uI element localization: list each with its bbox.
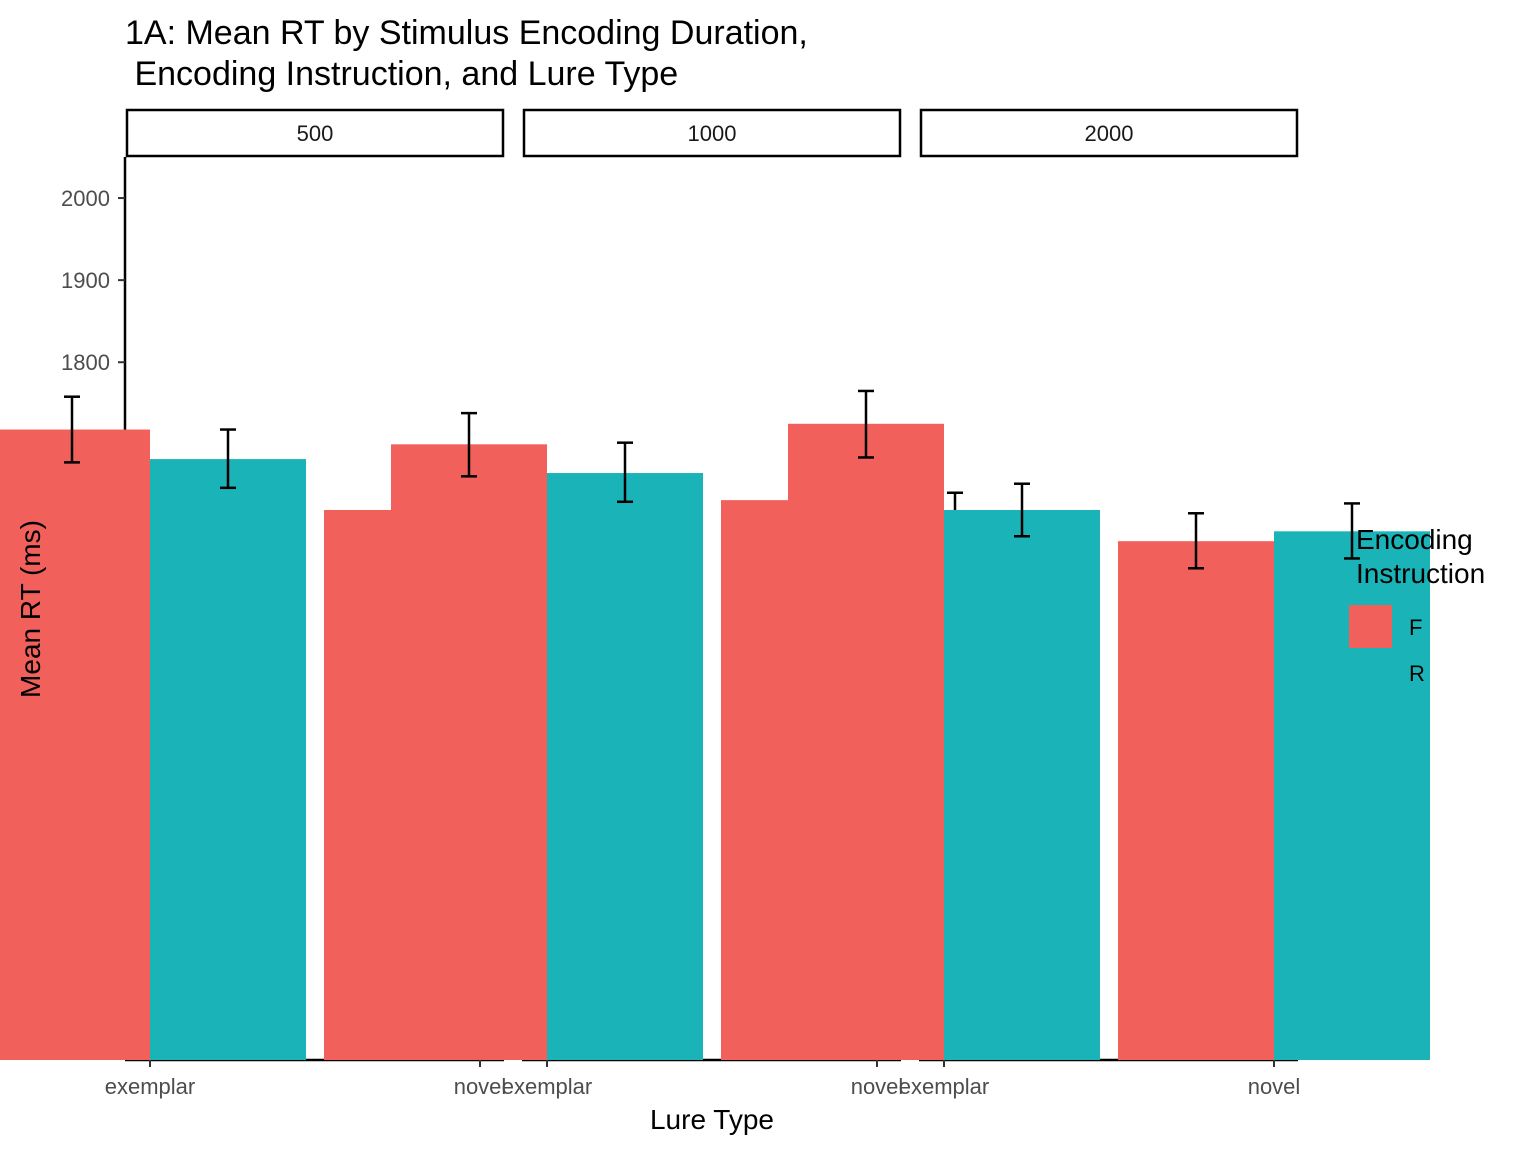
error-bar	[858, 389, 874, 459]
error-bar	[617, 441, 633, 504]
x-tick-label: exemplar	[899, 1074, 989, 1099]
legend-key-f	[1349, 605, 1392, 648]
bar-r	[944, 509, 1100, 1060]
plot-area: 1000110012001300140015001600170018001900…	[0, 108, 1430, 1099]
legend-label-f: F	[1409, 615, 1422, 640]
chart-title-line-2: Encoding Instruction, and Lure Type	[125, 55, 678, 93]
x-tick-label: novel	[1248, 1074, 1301, 1099]
x-tick-label: exemplar	[502, 1074, 592, 1099]
x-axis-title: Lure Type	[650, 1104, 774, 1135]
bar-f	[1118, 541, 1274, 1060]
bar-r	[547, 473, 703, 1060]
legend: Encoding Instruction FR	[1349, 524, 1485, 694]
legend-title-line-2: Instruction	[1356, 558, 1485, 589]
bar-r	[150, 459, 306, 1060]
facet-strip-label: 2000	[1085, 121, 1134, 146]
y-tick-label: 1800	[61, 350, 110, 375]
x-tick-label: novel	[851, 1074, 904, 1099]
y-axis-title: Mean RT (ms)	[15, 520, 46, 698]
facet-strip	[919, 108, 1299, 158]
facet-strip	[125, 108, 505, 158]
facet-strip-label: 1000	[688, 121, 737, 146]
bar-f	[788, 423, 944, 1061]
error-bar	[64, 395, 80, 464]
y-tick-label: 2000	[61, 186, 110, 211]
facet-strip-label: 500	[297, 121, 334, 146]
facet-strip	[522, 108, 902, 158]
error-bar	[220, 428, 236, 490]
legend-label-r: R	[1409, 661, 1425, 686]
error-bar	[461, 411, 477, 478]
x-tick-label: exemplar	[105, 1074, 195, 1099]
bar-f	[391, 444, 547, 1060]
chart-title-line-1: 1A: Mean RT by Stimulus Encoding Duratio…	[125, 14, 808, 52]
error-bar	[1188, 512, 1204, 570]
error-bar	[1344, 502, 1360, 560]
bar-f	[0, 429, 150, 1060]
x-tick-label: novel	[454, 1074, 507, 1099]
legend-title-line-1: Encoding	[1356, 524, 1473, 555]
y-tick-label: 1900	[61, 268, 110, 293]
error-bar	[1014, 482, 1030, 538]
legend-key-r	[1349, 651, 1392, 694]
